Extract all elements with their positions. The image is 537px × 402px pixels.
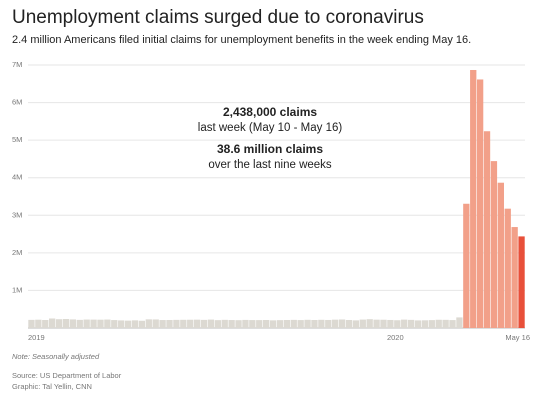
bar [152,319,159,328]
bar [49,318,56,328]
y-tick-label: 1M [12,285,22,294]
bar [290,319,297,328]
bar [62,319,70,328]
annotation: 2,438,000 claims [223,105,317,119]
bar [131,320,139,328]
bar [297,320,304,328]
x-tick-label: May 16 [505,333,530,342]
bar [428,320,435,328]
bar [214,320,221,328]
bar [42,319,49,328]
bar [276,320,284,328]
bar [256,320,263,328]
bar [76,319,83,328]
x-tick-label: 2020 [387,333,404,342]
bar [421,320,429,328]
bar [187,319,194,328]
bar [518,236,525,328]
bar [490,161,498,328]
bar [221,319,228,328]
y-tick-label: 3M [12,210,22,219]
bar [373,319,380,328]
bar [35,319,42,328]
y-tick-label: 7M [12,60,22,69]
bar [463,203,470,328]
bar [442,319,449,328]
bar [387,319,394,328]
bar [407,319,415,328]
bar [366,319,373,328]
bar [414,320,422,328]
bar [476,79,484,328]
source: Source: US Department of Labor [12,371,122,380]
x-tick-label: 2019 [28,333,45,342]
bar [118,320,125,328]
bar [97,319,104,328]
y-tick-label: 4M [12,173,22,182]
bar [242,319,249,328]
bar [124,320,132,328]
bar [193,319,201,328]
bar [28,319,35,328]
bar [145,319,152,328]
bar [304,319,311,328]
credit: Graphic: Tal Yellin, CNN [12,382,92,391]
y-tick-label: 5M [12,135,22,144]
bar [104,319,111,328]
bar [55,319,63,328]
bar [262,319,270,328]
bar [401,319,408,328]
bar [345,319,353,328]
bar [269,320,277,328]
bar [173,319,180,328]
bar [180,319,187,328]
bar [249,320,256,328]
bar [449,320,456,328]
bar [90,319,97,328]
annotation: over the last nine weeks [208,159,332,171]
bar [325,319,332,328]
bar [380,319,387,328]
bar [504,208,511,328]
bar [332,319,339,328]
chart-subtitle: 2.4 million Americans filed initial clai… [12,34,471,46]
bar [235,320,242,328]
bar [352,320,360,328]
bar [311,319,318,328]
bar [159,320,166,328]
bar [359,319,366,328]
annotation: last week (May 10 - May 16) [198,122,343,134]
chart-title: Unemployment claims surged due to corona… [12,7,424,28]
bar [69,319,77,328]
bar [338,319,346,328]
bar [497,182,504,328]
bar [394,320,401,328]
note: Note: Seasonally adjusted [12,352,100,361]
bar [228,320,235,328]
bar [511,227,518,328]
bar [470,69,477,328]
bar [207,319,215,328]
bar [166,319,173,328]
bar [83,319,90,328]
y-tick-label: 6M [12,98,22,107]
bar [111,320,118,328]
y-tick-label: 2M [12,248,22,257]
bar [200,319,208,328]
bar [456,317,463,328]
bar [283,319,291,328]
bar [318,319,325,328]
bar [483,131,491,328]
annotation: 38.6 million claims [217,142,323,156]
bar [435,319,442,328]
bar [138,320,146,328]
